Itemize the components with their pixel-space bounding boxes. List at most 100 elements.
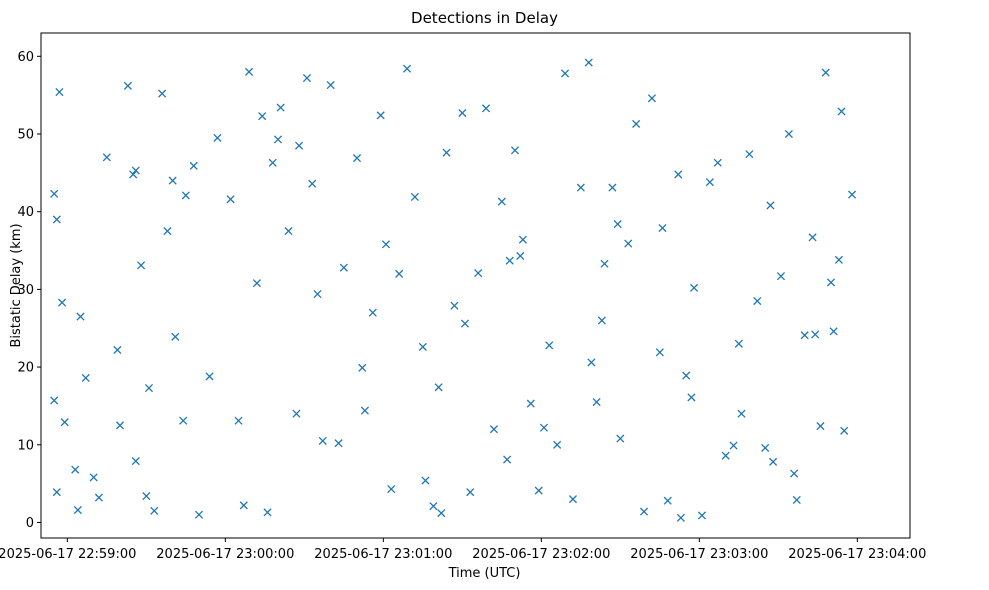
data-point-marker [600,259,609,268]
data-point-marker [181,191,190,200]
data-point-marker [776,272,786,281]
data-point-marker [829,327,838,336]
data-point-marker [592,397,601,407]
data-point-marker [258,112,267,121]
y-tick-label: 50 [17,128,34,143]
data-point-marker [113,345,122,355]
data-point-marker [137,261,146,270]
data-point-marker [292,409,301,418]
data-point-marker [368,308,377,317]
data-point-marker [273,135,283,144]
data-point-marker [52,488,61,497]
data-point-marker [295,141,304,150]
data-point-marker [761,443,770,452]
plot-frame [40,32,911,539]
data-point-marker [194,510,204,519]
data-point-marker [545,341,554,350]
data-point-marker [539,423,549,432]
data-point-marker [163,227,172,236]
data-point-marker [624,239,633,248]
data-point-marker [560,69,570,78]
data-point-marker [358,363,367,372]
data-point-marker [244,67,254,76]
data-point-marker [705,178,714,187]
data-point-marker [171,332,180,341]
data-point-marker [276,103,285,112]
data-point-marker [179,416,188,425]
data-point-marker [268,158,277,167]
data-point-marker [663,496,672,505]
y-axis-label: Bistatic Delay (km) [9,223,24,347]
data-point-marker [608,183,617,192]
y-tick-label: 20 [17,361,34,376]
y-tick-label: 60 [17,50,34,65]
x-axis-ticks: 2025-06-17 22:59:00 2025-06-17 23:00:00 20… [0,538,926,562]
data-point-marker [647,94,656,103]
data-point-marker [76,312,85,321]
data-point-marker [421,476,430,485]
data-point-marker [213,133,222,142]
data-point-marker [497,197,506,206]
data-point-marker [73,505,82,515]
data-point-marker [71,465,80,474]
data-point-marker [58,298,67,307]
data-point-marker [753,296,762,306]
data-point-marker [381,240,391,249]
data-point-marker [131,457,140,466]
data-point-marker [613,220,622,229]
data-point-marker [284,227,293,236]
data-point-marker [597,316,606,325]
data-point-marker [205,372,214,381]
chart-title: Detections in Delay [411,9,558,27]
data-point-marker [376,111,385,120]
data-point-marker [584,58,593,67]
data-point-marker [318,436,327,445]
data-point-marker [587,358,596,367]
data-point-marker [526,399,535,408]
data-point-marker [418,342,427,351]
data-point-marker [129,170,138,179]
data-point-marker [313,289,322,299]
data-point-marker [89,473,98,482]
x-tick-label: 2025-06-17 23:01:00 [314,547,452,562]
data-point-marker [115,421,125,430]
data-point-marker [55,87,64,97]
y-tick-label: 10 [17,438,34,453]
data-point-marker [252,279,261,288]
data-point-marker [437,509,446,518]
data-point-marker [352,154,362,163]
data-point-marker [790,469,799,478]
y-axis-ticks: 0 10 20 30 40 50 60 [17,50,41,531]
data-point-marker [745,150,754,159]
data-point-marker [50,189,59,198]
data-point-marker [784,129,793,139]
data-point-marker [792,495,801,504]
data-point-marker [81,373,90,383]
data-point-marker [150,506,159,515]
data-point-marker [682,371,691,380]
data-point-marker [334,439,343,448]
data-point-marker [360,406,369,415]
data-point-marker [302,74,312,83]
data-point-marker [123,81,132,90]
data-point-marker [168,176,177,185]
data-point-marker [534,486,543,495]
data-point-marker [729,441,738,450]
data-point-marker [239,501,248,510]
data-point-marker [442,148,451,157]
data-point-marker [489,425,498,434]
data-point-marker [837,107,846,116]
data-point-marker [466,488,475,497]
data-point-marker [434,383,443,392]
data-point-marker [516,251,525,261]
data-point-marker [450,301,459,310]
x-tick-label: 2025-06-17 23:02:00 [472,547,610,562]
data-point-marker [826,278,836,287]
data-point-marker [226,195,235,204]
data-point-marker [410,192,419,201]
x-tick-label: 2025-06-17 22:59:00 [0,547,136,562]
data-point-marker [734,339,743,348]
data-point-marker [503,455,512,464]
data-point-marker [326,80,335,90]
